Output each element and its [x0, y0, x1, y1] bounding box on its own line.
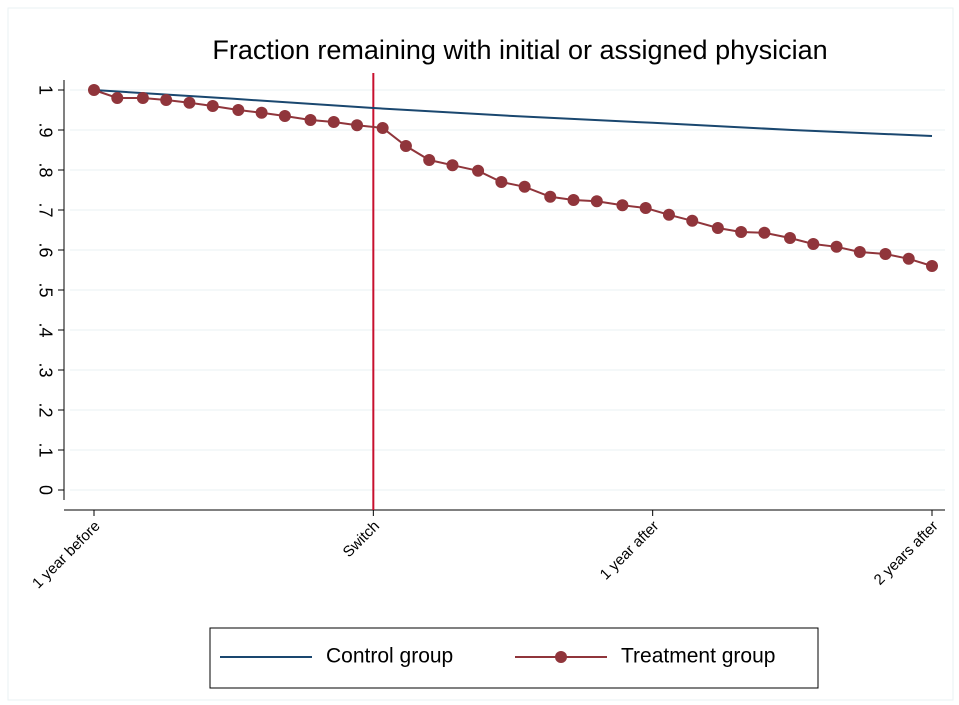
- marker: [639, 202, 652, 214]
- marker: [853, 246, 866, 258]
- y-tick-label: .9: [35, 122, 55, 137]
- marker: [784, 232, 797, 244]
- marker: [902, 252, 915, 265]
- y-tick-label: .8: [35, 162, 55, 177]
- marker: [758, 226, 771, 239]
- marker: [206, 100, 219, 112]
- marker: [495, 176, 508, 188]
- marker: [446, 159, 459, 172]
- marker: [662, 208, 675, 221]
- chart-title: Fraction remaining with initial or assig…: [212, 35, 827, 65]
- marker: [926, 260, 938, 272]
- marker: [616, 199, 629, 212]
- marker: [160, 94, 173, 106]
- marker: [830, 240, 843, 253]
- y-tick-label: .6: [35, 242, 55, 257]
- marker: [88, 84, 100, 96]
- marker: [518, 180, 531, 193]
- marker: [399, 140, 412, 152]
- marker: [255, 106, 268, 119]
- marker: [111, 92, 124, 104]
- marker: [327, 116, 340, 128]
- marker: [472, 164, 485, 177]
- marker: [879, 248, 892, 260]
- plot-region: [7, 7, 954, 701]
- series-line: [93, 89, 933, 137]
- legend-label: Control group: [326, 645, 453, 668]
- marker: [183, 96, 196, 109]
- marker: [423, 154, 436, 166]
- marker: [376, 122, 389, 134]
- marker: [686, 214, 699, 227]
- marker: [304, 114, 317, 126]
- marker: [278, 110, 291, 122]
- marker: [711, 222, 724, 234]
- marker: [136, 92, 149, 104]
- marker: [351, 119, 364, 132]
- marker: [567, 194, 580, 206]
- marker: [735, 226, 748, 238]
- legend-label: Treatment group: [621, 645, 775, 668]
- y-tick-label: 0: [35, 485, 55, 495]
- legend-marker: [555, 651, 567, 663]
- y-tick-label: .4: [35, 322, 55, 337]
- marker: [544, 190, 557, 203]
- y-tick-label: .5: [35, 282, 55, 297]
- marker: [232, 104, 245, 116]
- y-tick-label: .2: [35, 402, 55, 417]
- marker: [590, 195, 603, 208]
- y-tick-label: 1: [35, 85, 55, 95]
- y-tick-label: .7: [35, 202, 55, 217]
- marker: [807, 238, 820, 250]
- y-tick-label: .3: [35, 362, 55, 377]
- y-tick-label: .1: [35, 442, 55, 457]
